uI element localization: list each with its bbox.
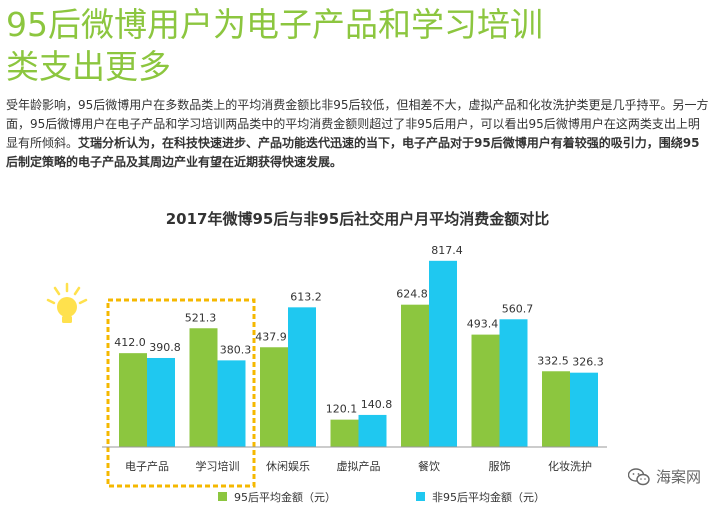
body-text-bold: 艾瑞分析认为，在科技快速进步、产品功能迭代迅速的当下，电子产品对于95后微博用户… [6, 136, 700, 169]
bulb-icon [57, 297, 77, 317]
bar-series95-1 [189, 328, 218, 447]
bar-seriesnon95-1 [217, 360, 246, 447]
value-label-seriesnon95-6: 326.3 [572, 356, 604, 369]
category-label-0: 电子产品 [125, 459, 169, 473]
legend-label-1: 非95后平均金额（元） [432, 490, 545, 504]
legend-swatch-1 [416, 492, 425, 501]
bulb-base-icon [62, 316, 72, 323]
body-text-normal: 受年龄影响，95后微博用户在多数品类上的平均消费金额比非95后较低，但相差不大，… [6, 98, 709, 150]
value-label-seriesnon95-2: 613.2 [290, 290, 322, 303]
chart-title: 2017年微博95后与非95后社交用户月平均消费金额对比 [165, 210, 550, 228]
legend-label-0: 95后平均金额（元） [234, 490, 336, 504]
category-label-1: 学习培训 [196, 459, 240, 473]
headline: 95后微博用户为电子产品和学习培训类支出更多 [6, 5, 543, 86]
watermark: 海案网 [627, 466, 701, 487]
highlight-box [106, 298, 256, 488]
bar-seriesnon95-5 [499, 319, 528, 447]
value-label-series95-5: 493.4 [467, 318, 499, 331]
bar-seriesnon95-6 [570, 372, 598, 447]
bar-seriesnon95-2 [288, 307, 316, 447]
value-label-series95-3: 120.1 [326, 403, 358, 416]
bar-seriesnon95-3 [358, 414, 387, 447]
category-label-4: 餐饮 [418, 459, 440, 473]
value-label-seriesnon95-3: 140.8 [361, 398, 393, 411]
bar-series95-5 [471, 334, 500, 447]
bar-series95-0 [119, 353, 147, 447]
bulb-ray [73, 286, 81, 296]
value-label-series95-4: 624.8 [396, 288, 428, 301]
wechat-icon [627, 467, 650, 485]
legend-swatch-0 [218, 492, 227, 501]
value-label-series95-2: 437.9 [255, 330, 287, 343]
bar-series95-2 [260, 347, 288, 447]
bar-series95-6 [542, 371, 570, 447]
bulb-ray [53, 286, 61, 296]
bar-series95-4 [401, 304, 429, 447]
category-label-3: 虚拟产品 [337, 459, 381, 473]
category-label-2: 休闲娱乐 [266, 459, 310, 473]
bar-series95-3 [330, 419, 359, 447]
body-paragraph: 受年龄影响，95后微博用户在多数品类上的平均消费金额比非95后较低，但相差不大，… [6, 96, 711, 172]
value-label-series95-1: 521.3 [185, 311, 217, 324]
bulb-ray [78, 298, 88, 305]
bulb-ray [46, 298, 56, 305]
watermark-text: 海案网 [655, 468, 701, 486]
value-label-series95-0: 412.0 [114, 336, 146, 349]
value-label-seriesnon95-5: 560.7 [502, 302, 534, 315]
value-label-series95-6: 332.5 [537, 354, 569, 367]
category-label-5: 服饰 [489, 459, 511, 473]
bar-seriesnon95-0 [147, 357, 175, 447]
value-label-seriesnon95-0: 390.8 [149, 341, 181, 354]
value-label-seriesnon95-4: 817.4 [431, 244, 463, 257]
value-label-seriesnon95-1: 380.3 [220, 343, 252, 356]
category-label-6: 化妆洗护 [548, 459, 592, 473]
bar-seriesnon95-4 [429, 260, 457, 447]
